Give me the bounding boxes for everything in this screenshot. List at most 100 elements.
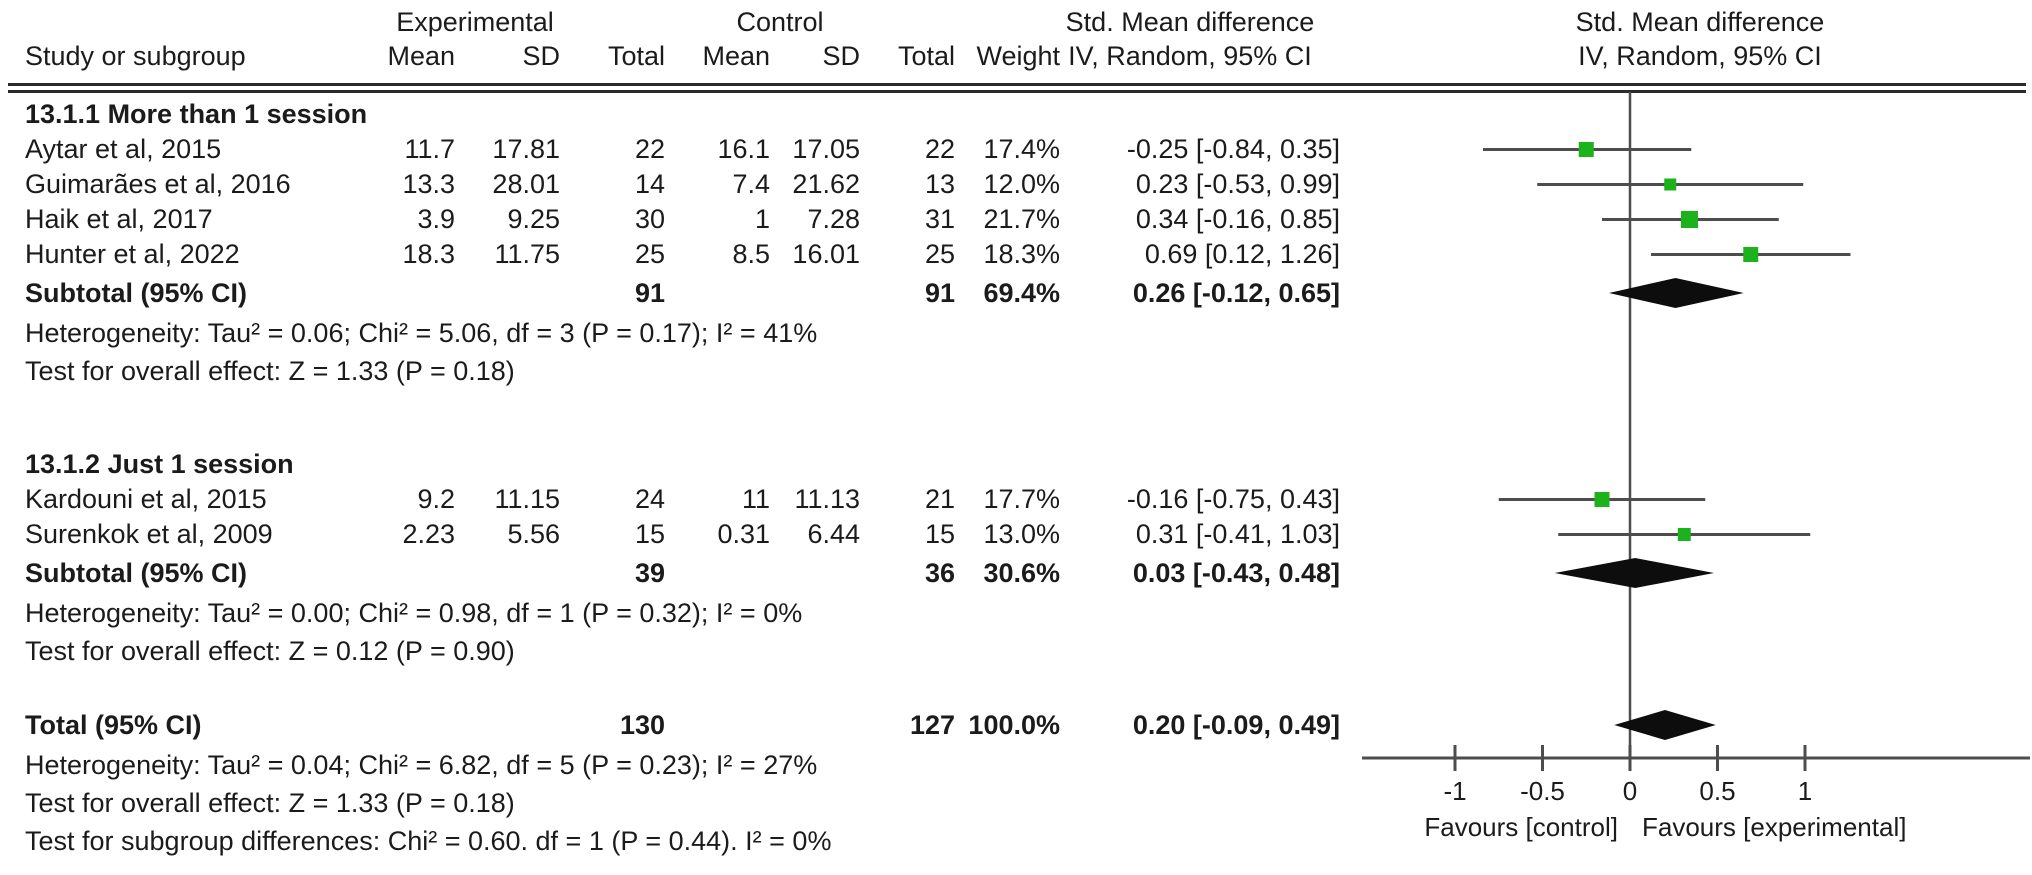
- cell-study-name: Total (95% CI): [25, 709, 202, 740]
- cell-total-experimental: 91: [634, 277, 665, 308]
- cell-sd-control: 21.62: [792, 169, 860, 199]
- cell-mean-experimental: 3.9: [417, 204, 455, 234]
- column-header-total-experimental: Total: [607, 40, 665, 71]
- cell-weight: 21.7%: [983, 204, 1060, 234]
- cell-sd-experimental: 11.15: [494, 484, 560, 514]
- heterogeneity-note: Heterogeneity: Tau² = 0.04; Chi² = 6.82,…: [0, 746, 1360, 784]
- cell-total-control: 13: [924, 169, 955, 199]
- axis-tick-label: -1: [1443, 776, 1466, 806]
- effect-size-marker: [1578, 142, 1594, 157]
- study-row: Surenkok et al, 2009 2.23 5.56 15 0.31 6.44 15…: [0, 517, 1360, 552]
- cell-weight: 17.7%: [983, 484, 1060, 514]
- cell-sd-control: 11.13: [794, 484, 860, 514]
- cell-total-experimental: 22: [634, 134, 665, 164]
- heterogeneity-note: Heterogeneity: Tau² = 0.00; Chi² = 0.98,…: [0, 594, 1360, 632]
- pooled-diamond: [1554, 558, 1714, 588]
- column-header-mean-control: Mean: [702, 40, 770, 71]
- cell-total-control: 91: [924, 277, 955, 308]
- cell-total-experimental: 130: [619, 709, 665, 740]
- cell-sd-control: 7.28: [807, 204, 860, 234]
- note-text: Heterogeneity: Tau² = 0.06; Chi² = 5.06,…: [25, 317, 818, 348]
- cell-study-name: Surenkok et al, 2009: [25, 519, 273, 549]
- cell-sd-control: 17.05: [792, 134, 860, 164]
- note-text: Test for subgroup differences: Chi² = 0.…: [25, 825, 832, 856]
- effect-size-marker: [1677, 528, 1691, 541]
- cell-mean-experimental: 13.3: [402, 169, 455, 199]
- cell-mean-control: 8.5: [732, 239, 770, 269]
- cell-ci-text: 0.20 [-0.09, 0.49]: [1132, 709, 1340, 740]
- subgroup-title: 13.1.1 More than 1 session: [25, 98, 368, 129]
- cell-weight: 69.4%: [983, 277, 1060, 308]
- cell-total-experimental: 30: [634, 204, 665, 234]
- cell-ci-text: -0.25 [-0.84, 0.35]: [1126, 134, 1340, 164]
- column-header-total-control: Total: [897, 40, 955, 71]
- plot-column-title: Std. Mean difference: [1575, 6, 1825, 37]
- cell-mean-experimental: 18.3: [402, 239, 455, 269]
- cell-mean-control: 1: [754, 204, 770, 234]
- pooled-diamond: [1614, 710, 1716, 740]
- effect-size-marker: [1664, 178, 1677, 191]
- axis-tick-label: -0.5: [1520, 776, 1565, 806]
- overall-effect-note: Test for overall effect: Z = 1.33 (P = 0…: [0, 784, 1360, 822]
- cell-study-name: Guimarães et al, 2016: [25, 169, 291, 199]
- cell-study-name: Hunter et al, 2022: [25, 239, 240, 269]
- header-divider: [8, 83, 2026, 93]
- column-header-sd-experimental: SD: [522, 40, 560, 71]
- effect-column-title: Std. Mean difference: [1065, 6, 1315, 37]
- axis-tick-label: 0: [1623, 776, 1637, 806]
- plot-column-subtitle: IV, Random, 95% CI: [1578, 40, 1822, 71]
- group-header-control: Control: [736, 6, 824, 37]
- cell-total-experimental: 24: [634, 484, 665, 514]
- cell-sd-control: 16.01: [792, 239, 860, 269]
- cell-mean-control: 0.31: [717, 519, 770, 549]
- subgroup-header-row: 13.1.1 More than 1 session: [0, 96, 1360, 132]
- favours-experimental-label: Favours [experimental]: [1642, 812, 1906, 842]
- subtotal-row: Subtotal (95% CI) 91 91 69.4% 0.26 [-0.12, 0…: [0, 272, 1360, 314]
- cell-total-control: 36: [924, 557, 955, 588]
- cell-study-name: Haik et al, 2017: [25, 204, 213, 234]
- study-row: Haik et al, 2017 3.9 9.25 30 1 7.28 31 21.7% 0.3…: [0, 202, 1360, 237]
- note-text: Heterogeneity: Tau² = 0.00; Chi² = 0.98,…: [25, 597, 803, 628]
- overall-effect-note: Test for overall effect: Z = 1.33 (P = 0…: [0, 352, 1360, 390]
- pooled-diamond: [1609, 278, 1744, 308]
- cell-total-control: 22: [924, 134, 955, 164]
- cell-mean-control: 11: [741, 484, 770, 514]
- cell-ci-text: 0.34 [-0.16, 0.85]: [1135, 204, 1340, 234]
- effect-size-marker: [1743, 247, 1759, 262]
- heterogeneity-note: Heterogeneity: Tau² = 0.06; Chi² = 5.06,…: [0, 314, 1360, 352]
- effect-size-marker: [1681, 211, 1698, 228]
- cell-sd-experimental: 11.75: [494, 239, 560, 269]
- subgroup-title: 13.1.2 Just 1 session: [25, 448, 294, 479]
- cell-mean-experimental: 11.7: [404, 134, 455, 164]
- cell-ci-text: 0.31 [-0.41, 1.03]: [1135, 519, 1340, 549]
- cell-total-control: 25: [924, 239, 955, 269]
- cell-weight: 30.6%: [983, 557, 1060, 588]
- note-text: Test for overall effect: Z = 0.12 (P = 0…: [25, 635, 515, 666]
- total-row: Total (95% CI) 130 127 100.0% 0.20 [-0.09, 0…: [0, 704, 1360, 746]
- cell-weight: 17.4%: [983, 134, 1060, 164]
- cell-total-experimental: 15: [634, 519, 665, 549]
- cell-study-name: Kardouni et al, 2015: [25, 484, 267, 514]
- cell-study-name: Subtotal (95% CI): [25, 277, 248, 308]
- study-row: Guimarães et al, 2016 13.3 28.01 14 7.4 21.62…: [0, 167, 1360, 202]
- cell-study-name: Aytar et al, 2015: [25, 134, 222, 164]
- cell-weight: 18.3%: [983, 239, 1060, 269]
- note-text: Test for overall effect: Z = 1.33 (P = 0…: [25, 355, 515, 386]
- note-text: Test for overall effect: Z = 1.33 (P = 0…: [25, 787, 515, 818]
- cell-ci-text: 0.23 [-0.53, 0.99]: [1135, 169, 1340, 199]
- cell-total-experimental: 25: [634, 239, 665, 269]
- cell-sd-experimental: 9.25: [507, 204, 560, 234]
- cell-weight: 100.0%: [968, 709, 1060, 740]
- cell-total-control: 15: [924, 519, 955, 549]
- cell-ci-text: 0.03 [-0.43, 0.48]: [1132, 557, 1340, 588]
- study-row: Hunter et al, 2022 18.3 11.75 25 8.5 16.01 25 1…: [0, 237, 1360, 272]
- cell-weight: 13.0%: [983, 519, 1060, 549]
- cell-ci-text: 0.26 [-0.12, 0.65]: [1132, 277, 1340, 308]
- axis-tick-label: 1: [1798, 776, 1812, 806]
- cell-total-experimental: 39: [634, 557, 665, 588]
- cell-weight: 12.0%: [983, 169, 1060, 199]
- axis-tick-label: 0.5: [1699, 776, 1735, 806]
- subtotal-row: Subtotal (95% CI) 39 36 30.6% 0.03 [-0.43, 0…: [0, 552, 1360, 594]
